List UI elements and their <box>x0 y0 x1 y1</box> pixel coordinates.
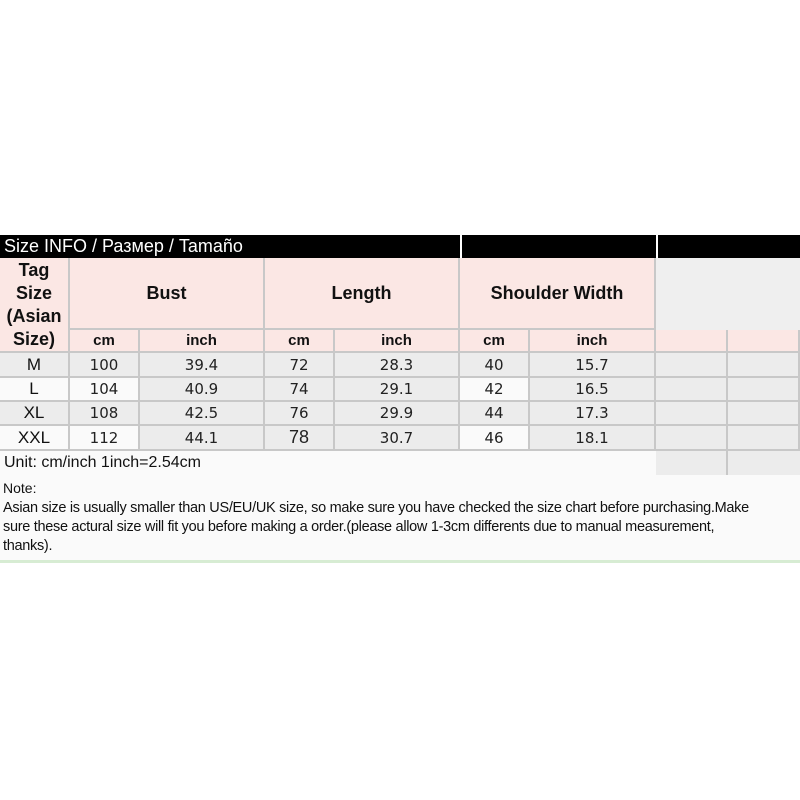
size-value: 28.3 <box>335 353 460 378</box>
chart-title: Size INFO / Размер / Tamaño <box>0 235 460 258</box>
size-label: L <box>0 378 70 402</box>
size-value: 72 <box>265 353 335 378</box>
unit-note: Unit: cm/inch 1inch=2.54cm <box>0 451 656 475</box>
unit-header-inch: inch <box>530 330 656 353</box>
unit-header-inch: inch <box>335 330 460 353</box>
size-value: 112 <box>70 426 140 451</box>
size-value: 42 <box>460 378 530 402</box>
empty-cell <box>656 426 728 451</box>
note-label: Note: <box>3 480 37 496</box>
unit-header-cm: cm <box>265 330 335 353</box>
empty-cell <box>728 353 800 378</box>
size-value: 44 <box>460 402 530 426</box>
size-value: 74 <box>265 378 335 402</box>
size-value: 44.1 <box>140 426 265 451</box>
size-value: 104 <box>70 378 140 402</box>
size-value: 108 <box>70 402 140 426</box>
tag-size-header: Tag Size (Asian Size) <box>0 258 70 353</box>
size-value: 29.1 <box>335 378 460 402</box>
empty-header-cell <box>656 258 800 330</box>
empty-cell <box>728 402 800 426</box>
size-value: 18.1 <box>530 426 656 451</box>
group-header-shoulder-width: Shoulder Width <box>460 258 656 330</box>
empty-cell <box>656 353 728 378</box>
empty-cell <box>656 330 728 353</box>
size-label: M <box>0 353 70 378</box>
size-value: 29.9 <box>335 402 460 426</box>
unit-header-cm: cm <box>460 330 530 353</box>
size-value: 76 <box>265 402 335 426</box>
size-value: 42.5 <box>140 402 265 426</box>
empty-cell <box>728 426 800 451</box>
empty-cell <box>728 330 800 353</box>
size-value: 46 <box>460 426 530 451</box>
size-value: 16.5 <box>530 378 656 402</box>
size-value: 40.9 <box>140 378 265 402</box>
size-label: XXL <box>0 426 70 451</box>
size-value: 15.7 <box>530 353 656 378</box>
size-value: 39.4 <box>140 353 265 378</box>
unit-header-inch: inch <box>140 330 265 353</box>
size-value: 30.7 <box>335 426 460 451</box>
title-bar-segment <box>462 235 656 258</box>
note-box: Note: Asian size is usually smaller than … <box>0 475 800 563</box>
title-bar-segment <box>658 235 800 258</box>
size-value: 78 <box>265 426 335 451</box>
note-text: Asian size is usually smaller than US/EU… <box>3 500 749 554</box>
empty-cell <box>656 378 728 402</box>
empty-cell <box>656 402 728 426</box>
size-value: 100 <box>70 353 140 378</box>
group-header-bust: Bust <box>70 258 265 330</box>
size-label: XL <box>0 402 70 426</box>
size-value: 17.3 <box>530 402 656 426</box>
group-header-length: Length <box>265 258 460 330</box>
size-value: 40 <box>460 353 530 378</box>
empty-cell <box>728 451 800 475</box>
empty-cell <box>728 378 800 402</box>
unit-header-cm: cm <box>70 330 140 353</box>
empty-cell <box>656 451 728 475</box>
